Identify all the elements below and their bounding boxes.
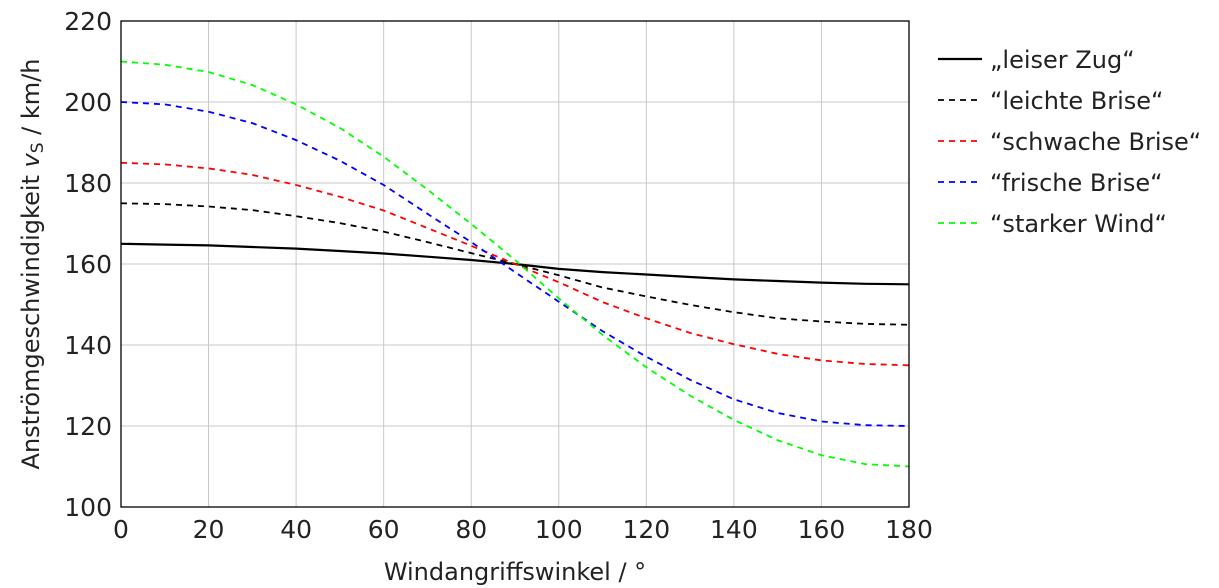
legend-label: “schwache Brise“ (990, 128, 1201, 156)
x-tick-label: 40 (280, 515, 312, 544)
series-line (120, 161, 910, 367)
x-tick-label: 140 (710, 515, 758, 544)
x-tick-label: 20 (193, 515, 225, 544)
x-tick-label: 100 (535, 515, 583, 544)
series-line (120, 101, 910, 427)
y-tick-label: 140 (64, 331, 112, 360)
y-axis-title-symbol: v (17, 152, 45, 167)
y-axis-title: Anströmgeschwindigkeit vS / km/h (17, 59, 48, 470)
plot-area-frame (120, 20, 910, 508)
x-tick-label: 180 (885, 515, 933, 544)
legend: „leiser Zug“ “leichte Brise“ “schwache Bri… (938, 46, 1201, 238)
x-tick-label: 60 (368, 515, 400, 544)
x-axis-title: Windangriffswinkel / ° (384, 558, 646, 586)
y-tick-label: 120 (64, 412, 112, 441)
x-tick-labels: 0 20 40 60 80 100 120 140 160 180 (113, 515, 933, 544)
y-tick-labels: 100 120 140 160 180 200 220 (64, 7, 112, 522)
y-tick-label: 160 (64, 250, 112, 279)
x-tick-label: 160 (798, 515, 846, 544)
y-tick-label: 220 (64, 7, 112, 36)
x-tick-label: 120 (622, 515, 670, 544)
y-tick-label: 180 (64, 169, 112, 198)
legend-label: “leichte Brise“ (990, 87, 1163, 115)
series-lines (120, 60, 910, 468)
legend-label: „leiser Zug“ (990, 46, 1135, 74)
x-tick-label: 0 (113, 515, 129, 544)
grid (121, 21, 909, 507)
series-line (120, 60, 910, 468)
y-tick-label: 100 (64, 493, 112, 522)
y-axis-title-unit: / km/h (17, 59, 45, 143)
y-axis-title-subscript: S (28, 142, 48, 153)
y-axis-title-main: Anströmgeschwindigkeit (17, 167, 45, 469)
x-tick-label: 80 (455, 515, 487, 544)
legend-label: “frische Brise“ (990, 169, 1163, 197)
legend-label: “starker Wind“ (990, 210, 1167, 238)
y-tick-label: 200 (64, 88, 112, 117)
